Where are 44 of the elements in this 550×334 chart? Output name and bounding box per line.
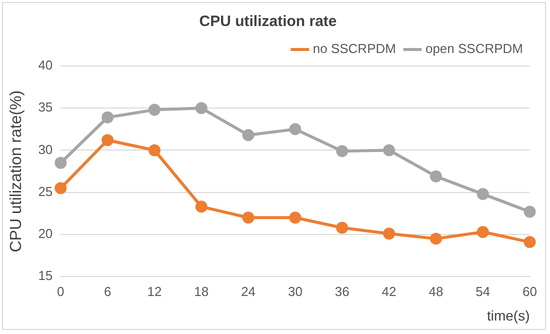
- legend-label: open SSCRPDM: [425, 41, 524, 56]
- x-tick-label: 24: [241, 284, 256, 299]
- x-tick-label: 18: [194, 284, 209, 299]
- point: [54, 156, 67, 169]
- x-tick-label: 42: [382, 284, 396, 299]
- y-tick-label: 15: [38, 268, 53, 284]
- point: [383, 144, 396, 156]
- x-axis-title: time(s): [486, 307, 530, 324]
- point: [476, 226, 489, 238]
- point: [430, 170, 442, 182]
- point: [102, 134, 114, 146]
- point: [289, 123, 302, 136]
- point: [195, 200, 208, 213]
- point: [54, 182, 67, 194]
- x-tick-label: 30: [288, 284, 302, 299]
- y-tick-label: 35: [38, 100, 53, 115]
- point: [242, 129, 254, 142]
- x-tick-label: 36: [334, 284, 350, 299]
- x-tick-label: 54: [476, 284, 490, 299]
- point: [430, 232, 442, 245]
- y-tick-label: 30: [38, 142, 53, 157]
- y-tick-label: 40: [38, 58, 53, 73]
- point: [476, 188, 489, 200]
- x-tick-label: 6: [104, 284, 112, 299]
- point: [289, 212, 302, 224]
- x-tick-label: 12: [147, 284, 162, 299]
- point: [148, 144, 160, 156]
- x-tick-label: 0: [57, 284, 64, 299]
- point: [336, 222, 348, 234]
- point: [148, 104, 160, 116]
- chart-title: CPU utilization rate: [199, 13, 337, 30]
- point: [383, 228, 396, 240]
- x-tick-label: 60: [522, 284, 538, 299]
- y-tick-label: 20: [38, 226, 53, 242]
- y-tick-label: 25: [38, 184, 53, 199]
- y-axis-title: CPU utilization rate(%): [8, 90, 26, 252]
- point: [242, 212, 254, 224]
- point: [524, 206, 536, 218]
- point: [195, 102, 208, 114]
- legend-label: no SSCRPDM: [312, 41, 396, 56]
- point: [524, 236, 536, 248]
- point: [102, 111, 114, 124]
- x-tick-label: 48: [428, 284, 444, 299]
- point: [336, 145, 348, 158]
